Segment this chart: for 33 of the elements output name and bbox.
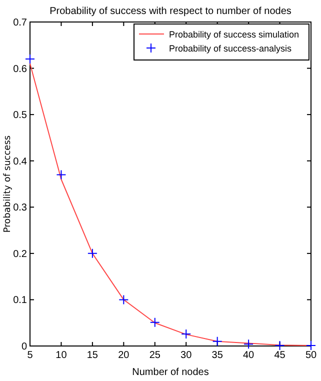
x-tick-label: 25: [149, 350, 161, 361]
point: [118, 294, 129, 305]
point: [181, 328, 192, 339]
x-tick-label: 45: [274, 350, 286, 361]
point: [274, 340, 285, 351]
point: [150, 317, 160, 328]
y-axis-title: Probability of success: [3, 135, 13, 233]
point: [306, 340, 316, 351]
x-tick-label: 15: [86, 350, 98, 361]
x-tick-label: 40: [242, 350, 255, 361]
point: [56, 170, 66, 180]
point: [244, 339, 254, 350]
y-tick-label: 0.1: [13, 295, 28, 306]
legend-label: Probability of success simulation: [169, 30, 300, 40]
x-tick-label: 10: [56, 350, 68, 361]
x-tick-label: 50: [305, 350, 317, 361]
x-tick-label: 5: [27, 350, 34, 361]
x-axis-title: Number of nodes: [132, 367, 209, 378]
y-tick-label: 0: [21, 342, 28, 352]
x-tick-label: 35: [212, 350, 224, 361]
legend-label: Probability of success-analysis: [169, 44, 292, 54]
chart-title: Probability of success with respect to number of nodes: [50, 6, 292, 17]
point: [87, 248, 98, 258]
y-tick-label: 0.6: [13, 64, 28, 75]
x-tick-label: 20: [118, 350, 130, 361]
point: [25, 54, 35, 64]
y-tick-label: 0.2: [13, 248, 28, 260]
y-tick-label: 0.7: [13, 18, 28, 28]
y-tick-label: 0.4: [13, 156, 28, 168]
x-tick-label: 30: [180, 350, 192, 361]
y-tick-label: 0.5: [13, 110, 28, 122]
point: [212, 336, 222, 346]
y-tick-label: 0.3: [13, 202, 28, 214]
